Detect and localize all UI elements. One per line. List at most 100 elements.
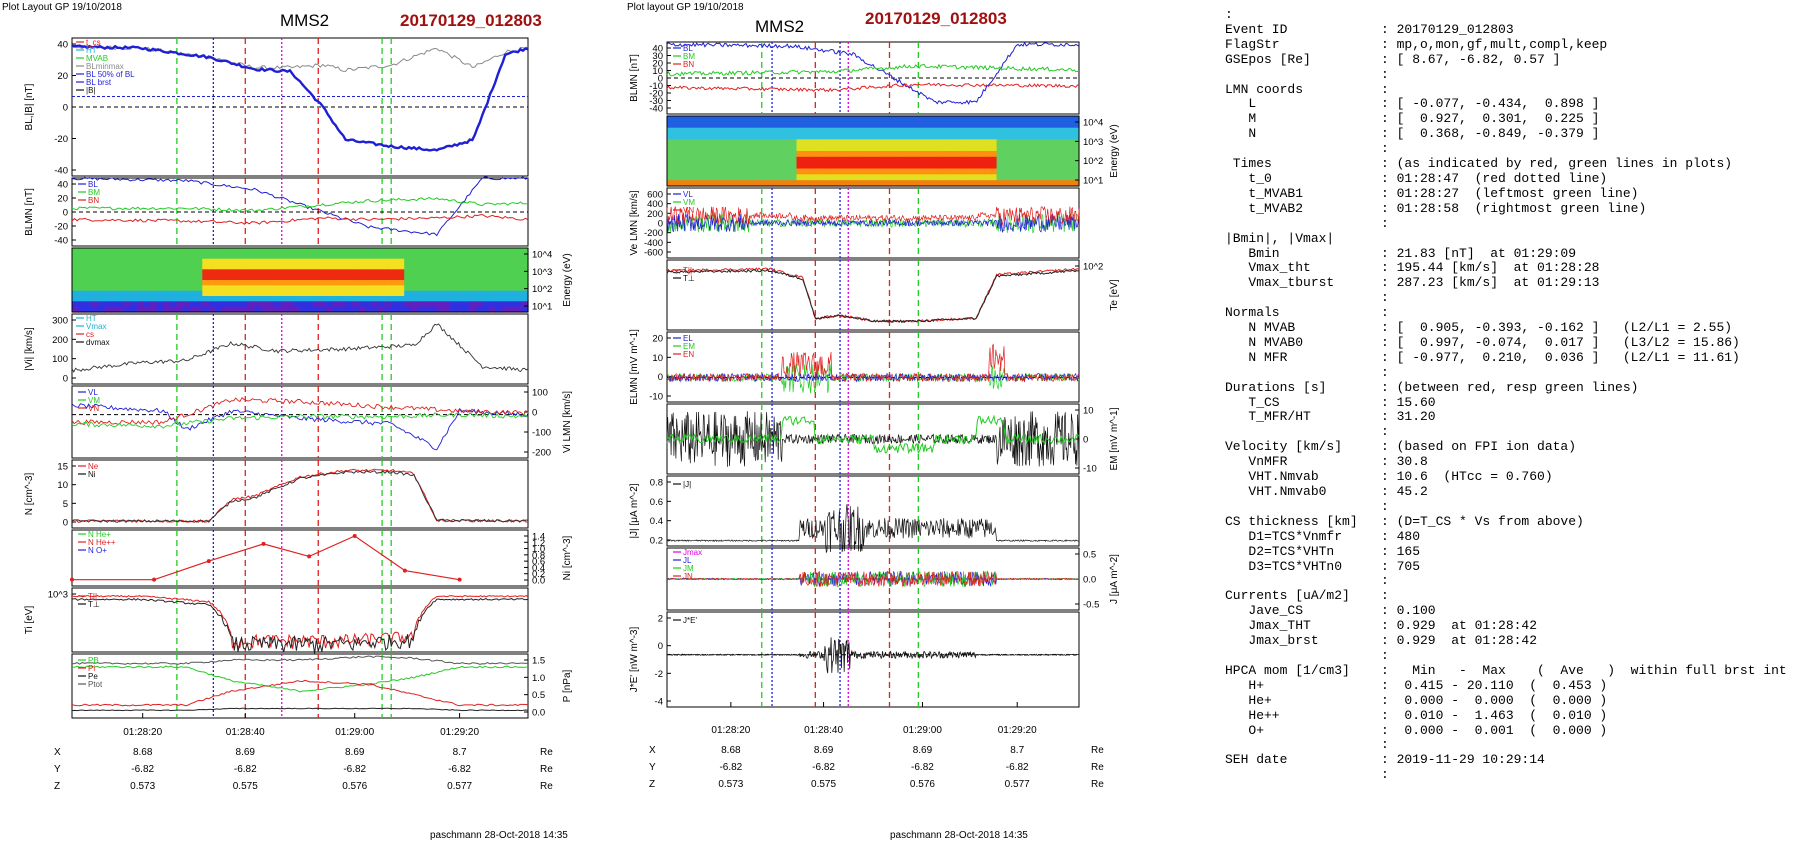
heatmap-cell	[978, 133, 986, 140]
heatmap-cell	[708, 180, 715, 187]
heatmap-cell	[684, 116, 692, 123]
heatmap-cell	[861, 151, 868, 158]
middle-panel-7: 0.80.60.40.2|J| [μA m^-2] |J|	[629, 475, 1080, 554]
heatmap-cell	[702, 151, 709, 158]
heatmap-cell	[397, 253, 405, 260]
heatmap-cell	[482, 296, 490, 302]
info-key: t_0	[1225, 170, 1272, 186]
info-value: : 31.20	[1381, 409, 1436, 425]
series-BL	[71, 176, 529, 237]
heatmap-cell	[931, 127, 939, 135]
heatmap-cell	[521, 301, 529, 308]
heatmap-cell	[961, 168, 968, 175]
heatmap-cell	[973, 133, 980, 140]
info-value: :	[1381, 81, 1389, 97]
y-tick-label: 1.4	[532, 532, 545, 543]
heatmap-cell	[743, 116, 750, 123]
heatmap-cell	[287, 258, 295, 265]
heatmap-cell	[1020, 139, 1027, 146]
heatmap-cell	[1043, 156, 1051, 164]
heatmap-cell	[443, 253, 451, 260]
heatmap-cell	[1073, 162, 1080, 170]
heatmap-cell	[1049, 180, 1057, 187]
heatmap-cell	[914, 116, 921, 123]
heatmap-cell	[280, 253, 288, 260]
heatmap-cell	[221, 280, 229, 286]
heatmap-cell	[111, 301, 119, 308]
heatmap-cell	[1055, 127, 1062, 135]
heatmap-cell	[130, 269, 138, 276]
heatmap-cell	[352, 248, 360, 254]
heatmap-cell	[241, 285, 249, 292]
heatmap-cell	[873, 168, 880, 175]
heatmap-cell	[247, 290, 255, 297]
heatmap-cell	[221, 274, 229, 281]
heatmap-cell	[384, 274, 392, 281]
heatmap-cell	[996, 121, 1004, 129]
heatmap-cell	[326, 274, 334, 281]
heatmap-cell	[384, 290, 392, 297]
heatmap-cell	[404, 280, 412, 286]
heatmap-cell	[984, 145, 992, 152]
heatmap-cell	[749, 180, 756, 187]
heatmap-cell	[873, 116, 880, 123]
heatmap-cell	[189, 280, 197, 286]
heatmap-cell	[72, 301, 80, 308]
heatmap-cell	[1014, 139, 1021, 146]
heatmap-cell	[228, 306, 236, 313]
heatmap-cell	[908, 116, 915, 123]
heatmap-cell	[702, 174, 709, 181]
heatmap-cell	[831, 168, 839, 175]
heatmap-cell	[931, 162, 939, 170]
heatmap-cell	[955, 139, 962, 146]
heatmap-cell	[300, 301, 308, 308]
heatmap-cell	[708, 174, 715, 181]
info-row: Jave_CS: 0.100	[1225, 603, 1800, 619]
heatmap-cell	[495, 301, 503, 308]
heatmap-cell	[384, 306, 392, 313]
heatmap-cell	[137, 306, 145, 313]
info-value: : [ 0.368, -0.849, -0.379 ]	[1381, 126, 1600, 142]
heatmap-cell	[189, 269, 197, 276]
heatmap-cell	[391, 301, 399, 308]
heatmap-cell	[878, 151, 886, 158]
heatmap-cell	[365, 253, 373, 260]
heatmap-cell	[908, 180, 915, 187]
heatmap-cell	[462, 280, 470, 286]
heatmap-cell	[949, 133, 956, 140]
series-te-par	[666, 267, 1080, 323]
heatmap-cell	[287, 248, 295, 254]
heatmap-cell	[410, 258, 418, 265]
heatmap-cell	[182, 253, 190, 260]
heatmap-cell	[973, 168, 980, 175]
heatmap-cell	[319, 290, 327, 297]
info-value: : 10.6 (HTcc = 0.760)	[1381, 469, 1553, 485]
heatmap-cell	[78, 253, 86, 260]
heatmap-cell	[890, 151, 898, 158]
heatmap-cell	[731, 116, 739, 123]
heatmap-cell	[267, 280, 275, 286]
heatmap-cell	[884, 139, 892, 146]
heatmap-cell	[926, 127, 933, 135]
heatmap-cell	[949, 121, 956, 129]
heatmap-cell	[1020, 145, 1027, 152]
heatmap-cell	[843, 180, 851, 187]
heatmap-cell	[837, 116, 845, 123]
heatmap-cell	[365, 290, 373, 297]
heatmap-cell	[280, 306, 288, 313]
heatmap-cell	[920, 168, 927, 175]
data-point	[152, 577, 157, 582]
heatmap-cell	[814, 174, 821, 181]
heatmap-cell	[796, 180, 803, 187]
heatmap-cell	[508, 258, 516, 265]
heatmap-cell	[1002, 127, 1009, 135]
legend-entry: N He++	[88, 538, 116, 547]
heatmap-cell	[384, 269, 392, 276]
heatmap-cell	[749, 151, 756, 158]
heatmap-cell	[202, 269, 210, 276]
heatmap-cell	[1037, 133, 1045, 140]
legend-entry: PB	[88, 656, 99, 665]
heatmap-cell	[326, 280, 334, 286]
series-vl	[666, 213, 1080, 233]
heatmap-cell	[790, 180, 798, 187]
